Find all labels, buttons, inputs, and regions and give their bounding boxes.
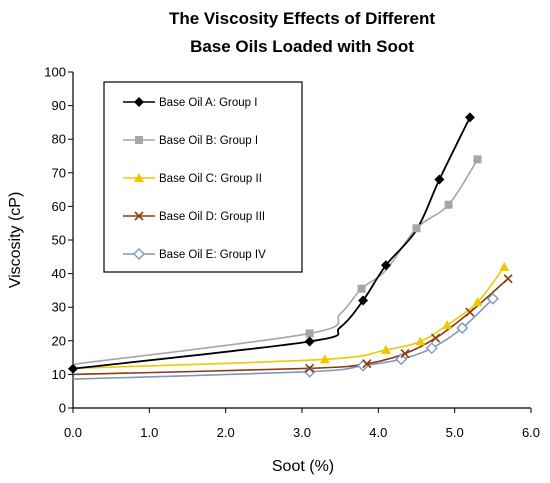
tick-labels-group: 0.0 1.0 2.0 3.0 4.0 5.0 6.0 0 10 20 30 40 50 60 70 80 90…: [44, 65, 540, 441]
chart-title-line-1: The Viscosity Effects of Different: [169, 9, 435, 28]
legend-swatch-marker: [135, 136, 143, 144]
series-d-marker: [400, 349, 410, 359]
legend-label: Base Oil B: Group I: [159, 135, 258, 147]
axes-group: [68, 71, 532, 413]
series-c-marker: [472, 297, 483, 307]
series-markers-group: [68, 112, 513, 378]
marker-stroke: [134, 211, 144, 221]
legend-swatch-marker: [134, 97, 144, 107]
legend-label: Base Oil C: Group II: [159, 173, 262, 185]
series-e-marker: [395, 353, 408, 366]
series-b-marker: [473, 155, 482, 164]
series-a-marker: [68, 363, 78, 374]
y-tick-label: 40: [52, 266, 66, 281]
series-c-marker: [319, 354, 330, 364]
x-tick-label: 2.0: [217, 425, 235, 440]
marker-stroke: [465, 307, 475, 317]
series-e-marker: [357, 359, 370, 372]
series-b-marker: [305, 329, 314, 338]
legend-entry-series-a: Base Oil A: Group I: [123, 97, 257, 109]
series-a-marker: [464, 112, 475, 123]
series-d-marker: [431, 333, 441, 343]
series-b-marker: [357, 284, 366, 293]
legend-swatch-marker: [134, 211, 144, 221]
y-axis-label: Viscosity (cP): [7, 192, 24, 289]
y-tick-label: 100: [44, 65, 66, 80]
y-tick-label: 30: [52, 300, 66, 315]
legend: Base Oil A: Group I Base Oil B: Group I Ba…: [103, 81, 303, 273]
series-c-marker: [442, 320, 453, 330]
y-tick-label: 10: [52, 367, 66, 382]
series-d-marker: [305, 363, 315, 373]
marker-stroke: [400, 349, 410, 359]
x-tick-label: 3.0: [293, 425, 311, 440]
x-tick-label: 6.0: [522, 425, 540, 440]
y-tick-label: 0: [59, 401, 66, 416]
series-d-line: [72, 278, 509, 376]
legend-items: Base Oil A: Group I Base Oil B: Group I Ba…: [123, 97, 266, 261]
series-a-marker: [358, 295, 369, 306]
x-tick-label: 1.0: [140, 425, 158, 440]
y-tick-label: 80: [52, 132, 66, 147]
series-e-marker: [425, 342, 438, 355]
series-c-marker: [499, 261, 510, 271]
series-a-marker: [434, 174, 445, 185]
series-e-marker: [486, 292, 499, 305]
legend-label: Base Oil E: Group IV: [159, 249, 266, 261]
series-a-marker: [304, 336, 315, 347]
legend-entry-series-d: Base Oil D: Group III: [123, 211, 265, 223]
legend-entry-series-e: Base Oil E: Group IV: [123, 248, 266, 261]
series-c-marker: [415, 336, 426, 346]
legend-box: [103, 81, 303, 273]
x-tick-label: 4.0: [369, 425, 387, 440]
marker-stroke: [503, 274, 513, 284]
y-tick-label: 90: [52, 98, 66, 113]
legend-entry-series-c: Base Oil C: Group II: [123, 173, 262, 185]
chart-title-line-2: Base Oils Loaded with Soot: [190, 37, 414, 56]
series-a-marker: [380, 260, 391, 271]
x-tick-label: 5.0: [446, 425, 464, 440]
series-d-marker: [362, 359, 372, 369]
series-c-marker: [380, 344, 391, 354]
series-b-marker: [412, 224, 421, 233]
series-c-line: [72, 266, 505, 370]
y-tick-label: 50: [52, 233, 66, 248]
series-b-marker: [444, 200, 453, 209]
legend-swatch-marker: [134, 173, 144, 182]
series-e-marker: [456, 322, 469, 335]
marker-stroke: [305, 363, 315, 373]
series-d-marker: [465, 307, 475, 317]
x-axis-label: Soot (%): [272, 458, 334, 475]
y-tick-label: 20: [52, 333, 66, 348]
marker-stroke: [362, 359, 372, 369]
y-tick-label: 60: [52, 199, 66, 214]
x-tick-label: 0.0: [64, 425, 82, 440]
series-d-marker: [503, 274, 513, 284]
legend-label: Base Oil A: Group I: [159, 97, 257, 109]
legend-swatch-marker: [133, 248, 145, 260]
legend-entry-series-b: Base Oil B: Group I: [123, 135, 258, 147]
marker-stroke: [431, 333, 441, 343]
y-tick-label: 70: [52, 165, 66, 180]
series-e-marker: [303, 365, 316, 378]
legend-label: Base Oil D: Group III: [159, 211, 265, 223]
